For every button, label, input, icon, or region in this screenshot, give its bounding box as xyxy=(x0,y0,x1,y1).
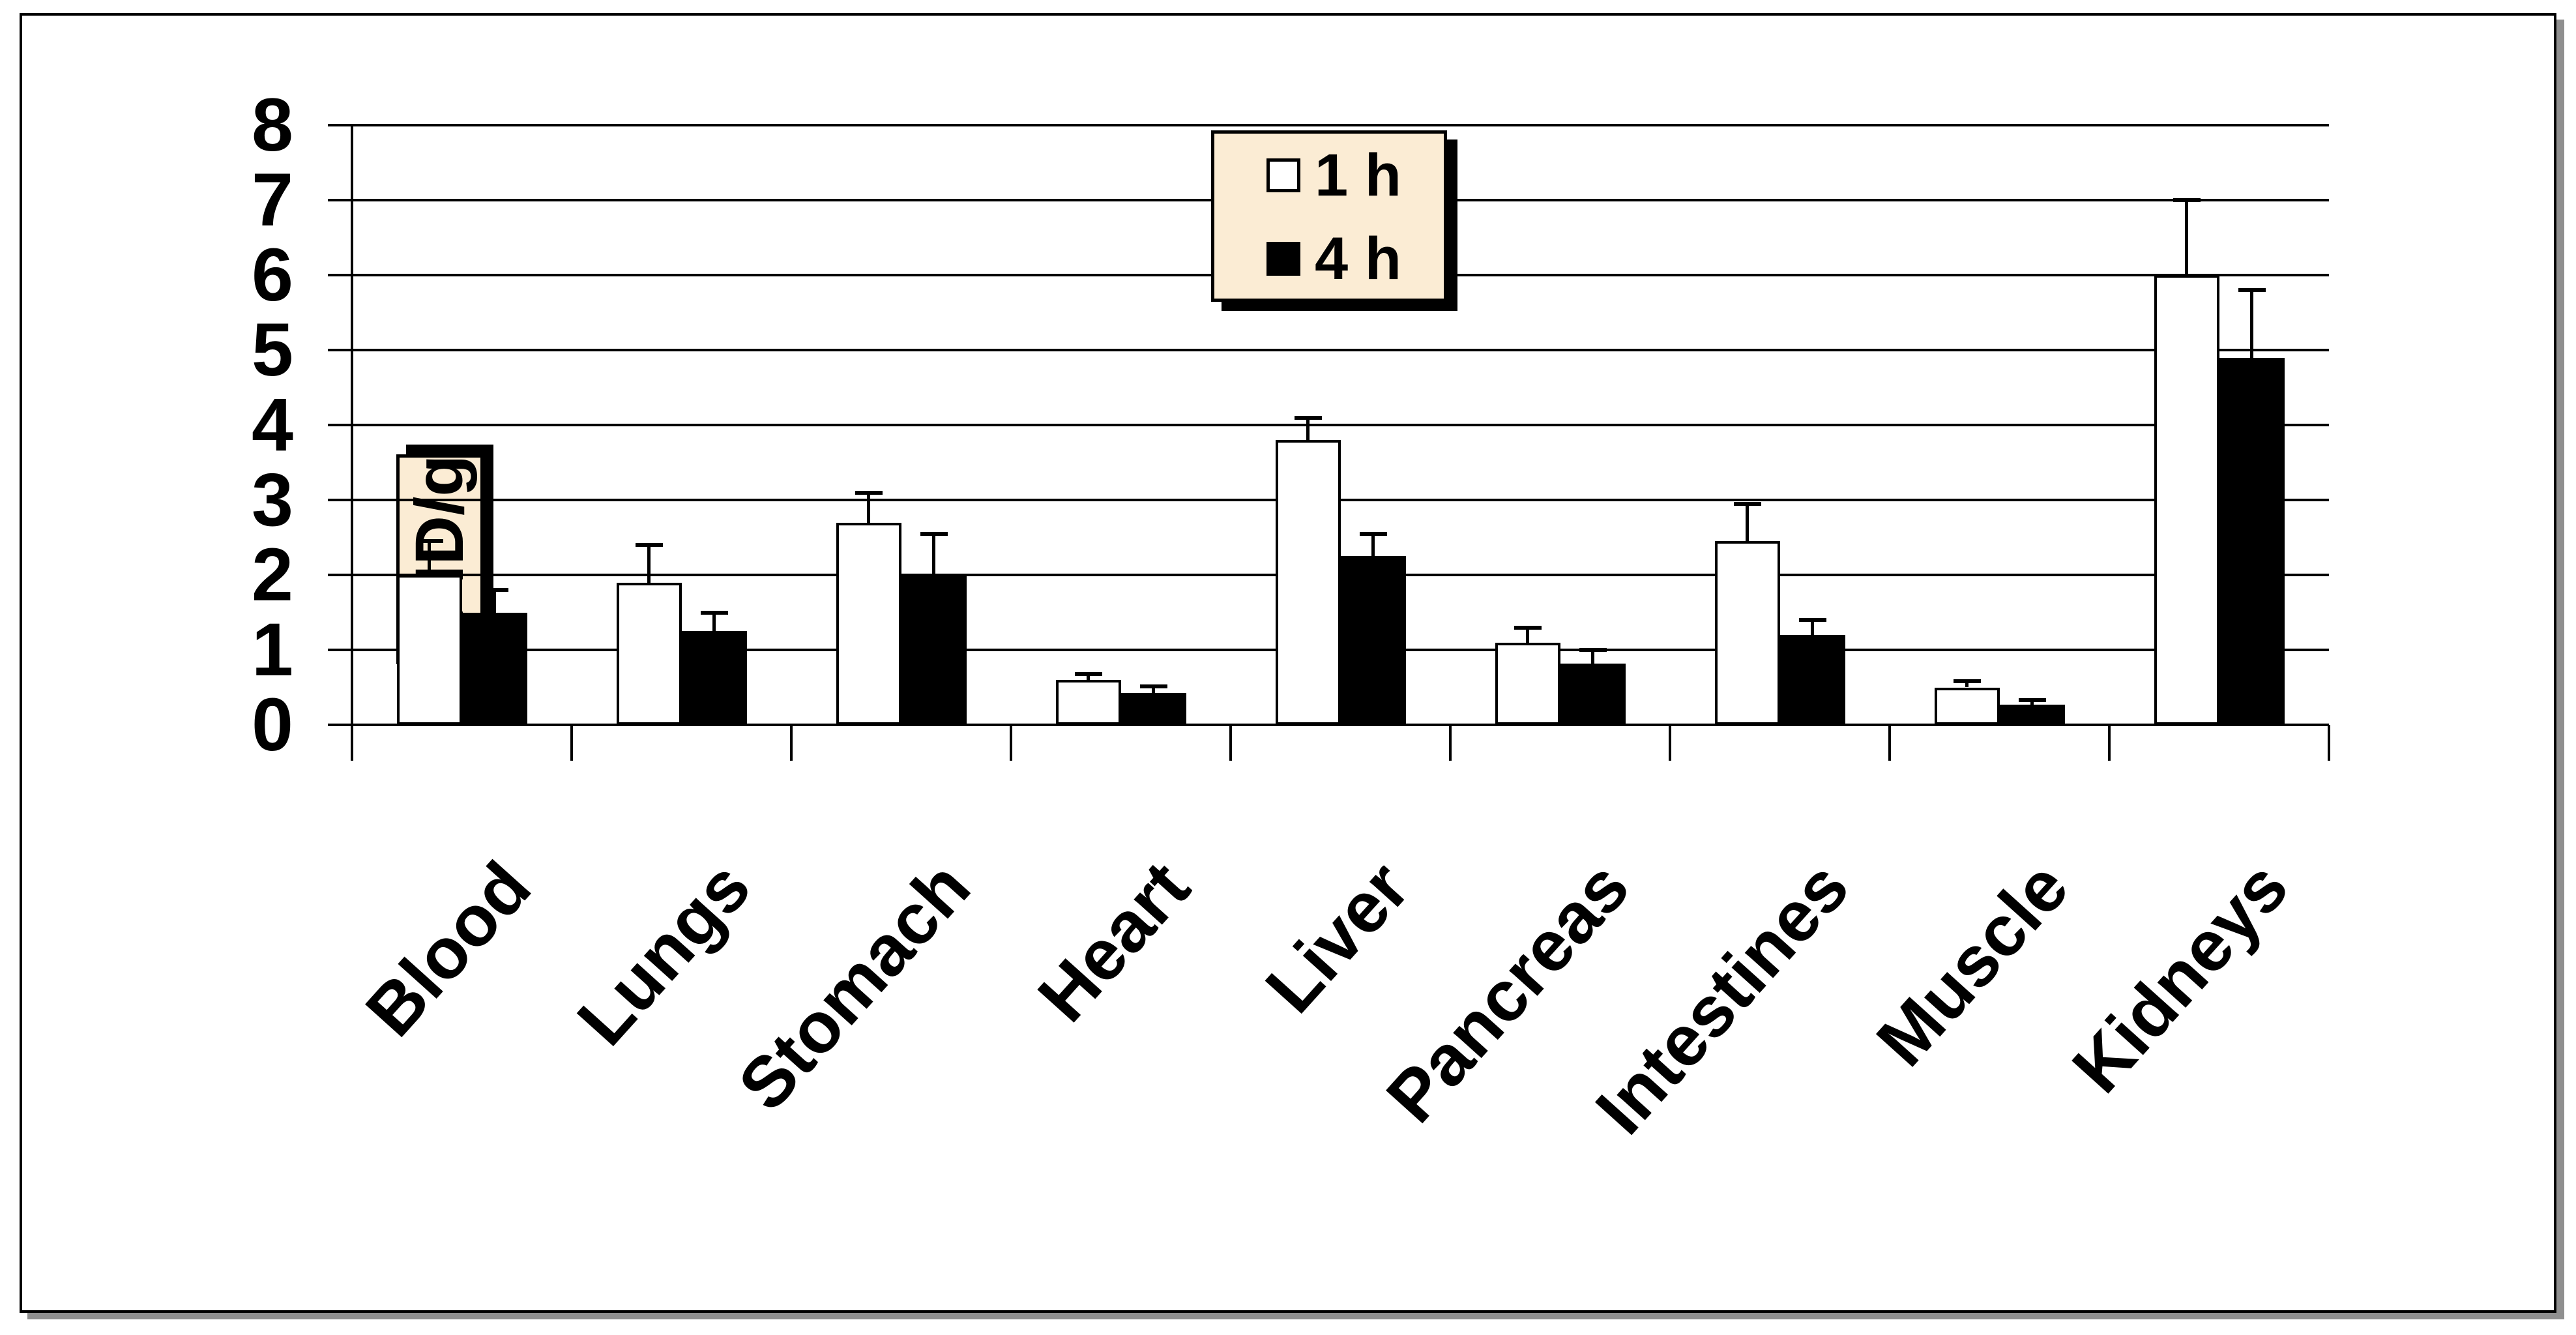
y-tick-label-8: 8 xyxy=(252,83,293,167)
bar-4h-liver xyxy=(1340,556,1406,725)
x-tick-6 xyxy=(1669,725,1671,761)
error-cap-1h-kidneys xyxy=(2173,198,2201,202)
error-cap-1h-blood xyxy=(415,539,443,544)
y-axis-line xyxy=(351,125,353,754)
legend: 1 h 4 h xyxy=(1211,130,1447,302)
bar-4h-stomach xyxy=(901,575,967,725)
gridline-y0 xyxy=(328,724,2329,726)
y-tick-label-5: 5 xyxy=(252,308,293,392)
y-tick-label-7: 7 xyxy=(252,158,293,242)
error-bar-1h-stomach xyxy=(867,492,870,523)
error-cap-1h-intestines xyxy=(1733,501,1761,506)
error-cap-4h-liver xyxy=(1359,531,1387,536)
error-bar-4h-lungs xyxy=(712,612,716,632)
error-bar-1h-kidneys xyxy=(2185,200,2188,275)
bar-1h-muscle xyxy=(1934,687,2000,725)
error-bar-4h-muscle xyxy=(2030,700,2034,705)
error-cap-1h-muscle xyxy=(1953,679,1981,684)
bar-1h-kidneys xyxy=(2154,275,2219,725)
legend-swatch-4h xyxy=(1266,242,1300,276)
error-bar-4h-kidneys xyxy=(2250,290,2253,358)
error-bar-1h-heart xyxy=(1087,673,1090,680)
legend-label-1h: 1 h xyxy=(1315,142,1401,209)
y-tick-label-0: 0 xyxy=(252,683,293,767)
error-cap-4h-lungs xyxy=(700,610,728,615)
error-cap-4h-kidneys xyxy=(2238,288,2266,292)
error-bar-4h-pancreas xyxy=(1591,650,1594,664)
bar-4h-blood xyxy=(461,612,527,725)
error-cap-4h-heart xyxy=(1139,684,1167,689)
error-bar-1h-intestines xyxy=(1746,503,1749,542)
error-bar-1h-lungs xyxy=(647,545,651,583)
error-cap-1h-pancreas xyxy=(1514,625,1542,630)
bar-4h-lungs xyxy=(681,631,747,725)
bar-1h-blood xyxy=(396,575,462,725)
y-tick-label-6: 6 xyxy=(252,233,293,317)
y-tick-label-2: 2 xyxy=(252,533,293,617)
x-tick-0 xyxy=(351,725,353,761)
x-tick-9 xyxy=(2328,725,2330,761)
x-tick-3 xyxy=(1010,725,1012,761)
error-bar-1h-muscle xyxy=(1965,681,1969,688)
error-cap-1h-liver xyxy=(1294,415,1322,420)
error-bar-1h-blood xyxy=(428,541,431,575)
bar-4h-heart xyxy=(1120,692,1186,725)
gridline-y4 xyxy=(328,424,2329,426)
error-bar-4h-liver xyxy=(1371,533,1375,557)
error-bar-4h-intestines xyxy=(1811,620,1814,635)
legend-entry-1h: 1 h xyxy=(1266,145,1401,205)
legend-label-4h: 4 h xyxy=(1315,226,1401,292)
error-cap-4h-intestines xyxy=(1798,618,1826,622)
bar-1h-intestines xyxy=(1714,541,1780,725)
y-tick-label-4: 4 xyxy=(252,383,293,467)
x-tick-8 xyxy=(2108,725,2111,761)
gridline-y8 xyxy=(328,124,2329,126)
bar-4h-kidneys xyxy=(2219,357,2285,725)
error-cap-1h-lungs xyxy=(635,543,663,547)
bar-4h-pancreas xyxy=(1560,663,1626,725)
x-tick-1 xyxy=(570,725,573,761)
bar-1h-heart xyxy=(1055,680,1121,725)
bar-1h-liver xyxy=(1275,440,1341,725)
error-cap-1h-heart xyxy=(1074,671,1102,676)
error-cap-1h-stomach xyxy=(855,490,883,495)
legend-swatch-1h xyxy=(1266,158,1300,192)
y-tick-label-1: 1 xyxy=(252,608,293,692)
x-tick-4 xyxy=(1229,725,1232,761)
error-bar-4h-stomach xyxy=(932,533,935,575)
error-cap-4h-blood xyxy=(480,588,508,592)
error-bar-1h-pancreas xyxy=(1526,627,1529,643)
error-cap-4h-pancreas xyxy=(1579,648,1607,652)
x-tick-7 xyxy=(1888,725,1891,761)
legend-entry-4h: 4 h xyxy=(1266,229,1401,289)
error-cap-4h-muscle xyxy=(2018,698,2046,703)
bar-1h-stomach xyxy=(836,522,901,725)
error-cap-4h-stomach xyxy=(920,531,948,536)
bar-1h-pancreas xyxy=(1495,642,1560,725)
x-tick-2 xyxy=(790,725,793,761)
bar-4h-muscle xyxy=(1999,704,2065,725)
bar-1h-lungs xyxy=(616,582,682,725)
bar-4h-intestines xyxy=(1779,635,1845,725)
error-bar-1h-liver xyxy=(1306,417,1310,440)
gridline-y5 xyxy=(328,349,2329,351)
error-bar-4h-blood xyxy=(493,590,496,613)
error-bar-4h-heart xyxy=(1152,686,1155,693)
x-tick-5 xyxy=(1449,725,1452,761)
y-tick-label-3: 3 xyxy=(252,458,293,542)
